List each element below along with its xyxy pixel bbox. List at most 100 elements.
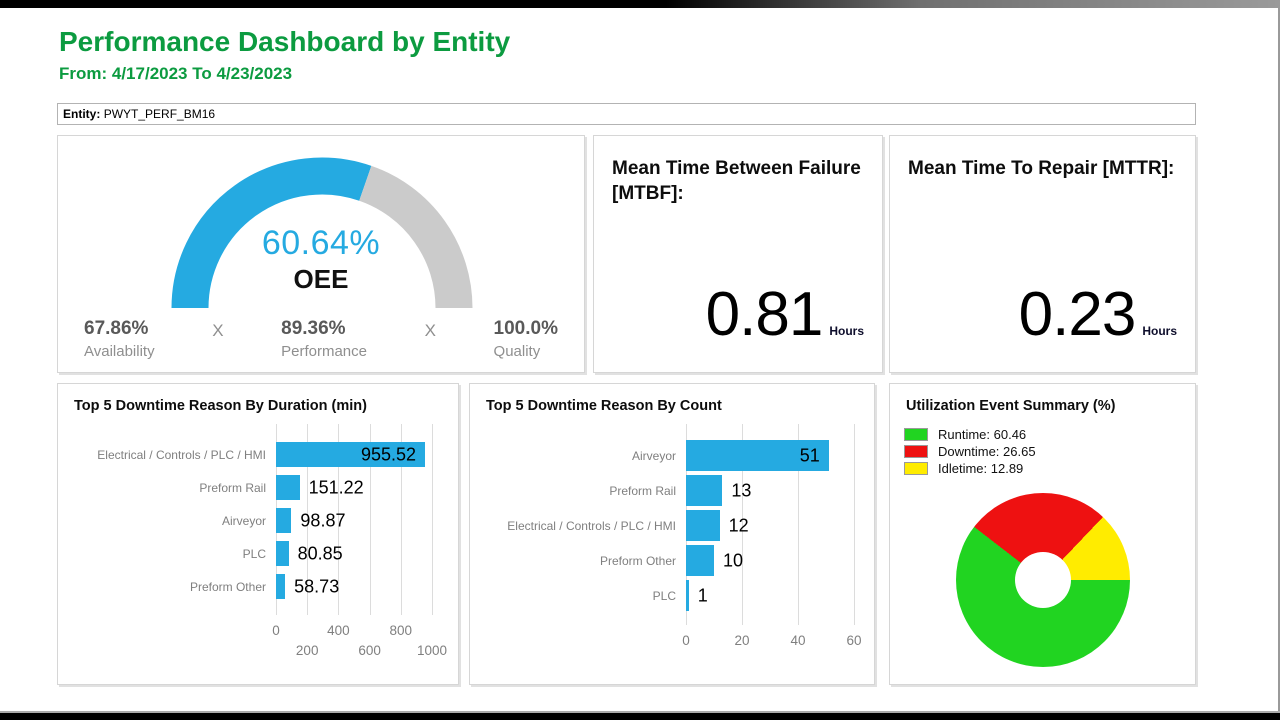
bar[interactable] (276, 508, 292, 533)
mttr-value: 0.23 (1018, 280, 1137, 349)
bar[interactable] (276, 574, 286, 599)
oee-components: 67.86% Availability X 89.36% Performance… (58, 318, 584, 360)
value-label: 1 (697, 585, 708, 605)
availability-label: Availability (84, 343, 155, 360)
bar[interactable] (686, 510, 720, 541)
category-label: Airveyor (221, 513, 266, 528)
category-label: Electrical / Controls / PLC / HMI (97, 447, 266, 462)
mtbf-panel: Mean Time Between Failure [MTBF]: 0.81 H… (593, 135, 883, 373)
mttr-unit: Hours (1142, 324, 1177, 338)
x-tick-label: 0 (682, 633, 690, 648)
gridline (338, 424, 340, 615)
window-bottom-edge (0, 711, 1280, 720)
x-tick-label: 400 (327, 623, 350, 638)
mttr-panel: Mean Time To Repair [MTTR]: 0.23 Hours (889, 135, 1196, 373)
legend-swatch (904, 462, 928, 475)
value-label: 98.87 (300, 510, 346, 530)
bar-row: Airveyor 98.87 (58, 504, 458, 537)
bar-track: 955.52 (276, 442, 432, 467)
category-label: Preform Rail (609, 483, 676, 498)
date-range: From: 4/17/2023 To 4/23/2023 (59, 64, 293, 83)
downtime-duration-chart-title: Top 5 Downtime Reason By Duration (min) (74, 398, 367, 414)
window-top-edge (0, 0, 1280, 8)
downtime-duration-chart: Electrical / Controls / PLC / HMI 955.52 P… (58, 424, 458, 663)
bar-row: Preform Other 10 (470, 543, 874, 578)
legend-label: Runtime: 60.46 (938, 427, 1027, 442)
downtime-count-chart-title: Top 5 Downtime Reason By Count (486, 398, 722, 414)
availability-metric: 67.86% Availability (84, 318, 155, 360)
entity-value: PWYT_PERF_BM16 (103, 107, 216, 121)
oee-gauge-panel: 60.64% OEE 67.86% Availability X 89.36% … (57, 135, 585, 373)
x-tick-label: 60 (846, 633, 862, 648)
mttr-value-row: 0.23 Hours (1019, 279, 1177, 350)
bar-row: PLC 80.85 (58, 537, 458, 570)
x-axis: 0 200 400 600 800 1000 (272, 615, 447, 663)
performance-label: Performance (281, 343, 367, 360)
availability-value: 67.86% (84, 318, 149, 339)
bar-row: PLC 1 (470, 578, 874, 613)
gauge-fill-arc (171, 157, 372, 309)
legend-item: Idletime: 12.89 (904, 460, 1195, 477)
bar-track: 151.22 (276, 475, 432, 500)
utilization-donut-chart[interactable] (955, 493, 1130, 667)
gridline (854, 424, 855, 625)
utilization-panel: Utilization Event Summary (%) Runtime: 6… (889, 383, 1196, 685)
x-tick-label: 40 (790, 633, 806, 648)
gridline (369, 424, 371, 615)
performance-metric: 89.36% Performance (281, 318, 367, 360)
bar-track: 51 (686, 440, 854, 471)
bar[interactable] (276, 475, 300, 500)
quality-label: Quality (493, 343, 541, 360)
gridline (400, 424, 402, 615)
x-tick-label: 0 (272, 623, 280, 638)
quality-value: 100.0% (493, 318, 558, 339)
bar[interactable] (686, 545, 714, 576)
bar-track: 12 (686, 510, 854, 541)
bar-track: 10 (686, 545, 854, 576)
mtbf-title: Mean Time Between Failure [MTBF]: (612, 158, 861, 205)
bar-track: 80.85 (276, 541, 432, 566)
plot-area: Electrical / Controls / PLC / HMI 955.52 P… (58, 424, 458, 615)
legend-label: Idletime: 12.89 (938, 461, 1024, 476)
legend-item: Downtime: 26.65 (904, 443, 1195, 460)
category-label: Preform Other (599, 553, 676, 568)
bar-row: Preform Rail 13 (470, 473, 874, 508)
downtime-duration-chart-panel: Top 5 Downtime Reason By Duration (min) … (57, 383, 459, 685)
gridline (307, 424, 309, 615)
bar[interactable] (686, 475, 723, 506)
x-tick-label: 800 (389, 623, 413, 638)
downtime-count-chart: Airveyor 51 Preform Rail 13 Electrical / Con… (470, 424, 874, 659)
category-label: Airveyor (631, 448, 676, 463)
value-label: 58.73 (294, 576, 340, 596)
mttr-title: Mean Time To Repair [MTTR]: (908, 158, 1175, 179)
value-label: 13 (731, 480, 752, 500)
bar[interactable] (276, 442, 426, 467)
gridline (798, 424, 799, 625)
entity-input[interactable]: Entity: PWYT_PERF_BM16 (57, 103, 1196, 125)
bar-track: 98.87 (276, 508, 432, 533)
x-axis: 0 20 40 60 (682, 625, 861, 659)
utilization-title: Utilization Event Summary (%) (906, 398, 1116, 414)
bar-track: 58.73 (276, 574, 432, 599)
bar-track: 13 (686, 475, 854, 506)
legend-label: Downtime: 26.65 (938, 444, 1036, 459)
oee-gauge (58, 142, 586, 380)
mtbf-value: 0.81 (705, 280, 824, 349)
bar[interactable] (686, 440, 829, 471)
oee-center-label: OEE (293, 264, 349, 294)
mtbf-value-row: 0.81 Hours (706, 279, 864, 350)
quality-metric: 100.0% Quality (494, 318, 558, 360)
category-label: Electrical / Controls / PLC / HMI (507, 518, 676, 533)
downtime-count-chart-panel: Top 5 Downtime Reason By Count Airveyor 5… (469, 383, 875, 685)
window-right-edge (1278, 0, 1280, 720)
bar[interactable] (276, 541, 289, 566)
plot-area: Airveyor 51 Preform Rail 13 Electrical / Con… (470, 424, 874, 625)
bar[interactable] (686, 580, 689, 611)
value-label: 151.22 (308, 477, 364, 497)
value-label: 80.85 (297, 543, 343, 563)
performance-value: 89.36% (281, 318, 346, 339)
entity-label: Entity: (63, 107, 101, 121)
bar-row: Electrical / Controls / PLC / HMI 955.52 (58, 438, 458, 471)
gauge-track-arc (358, 165, 473, 309)
